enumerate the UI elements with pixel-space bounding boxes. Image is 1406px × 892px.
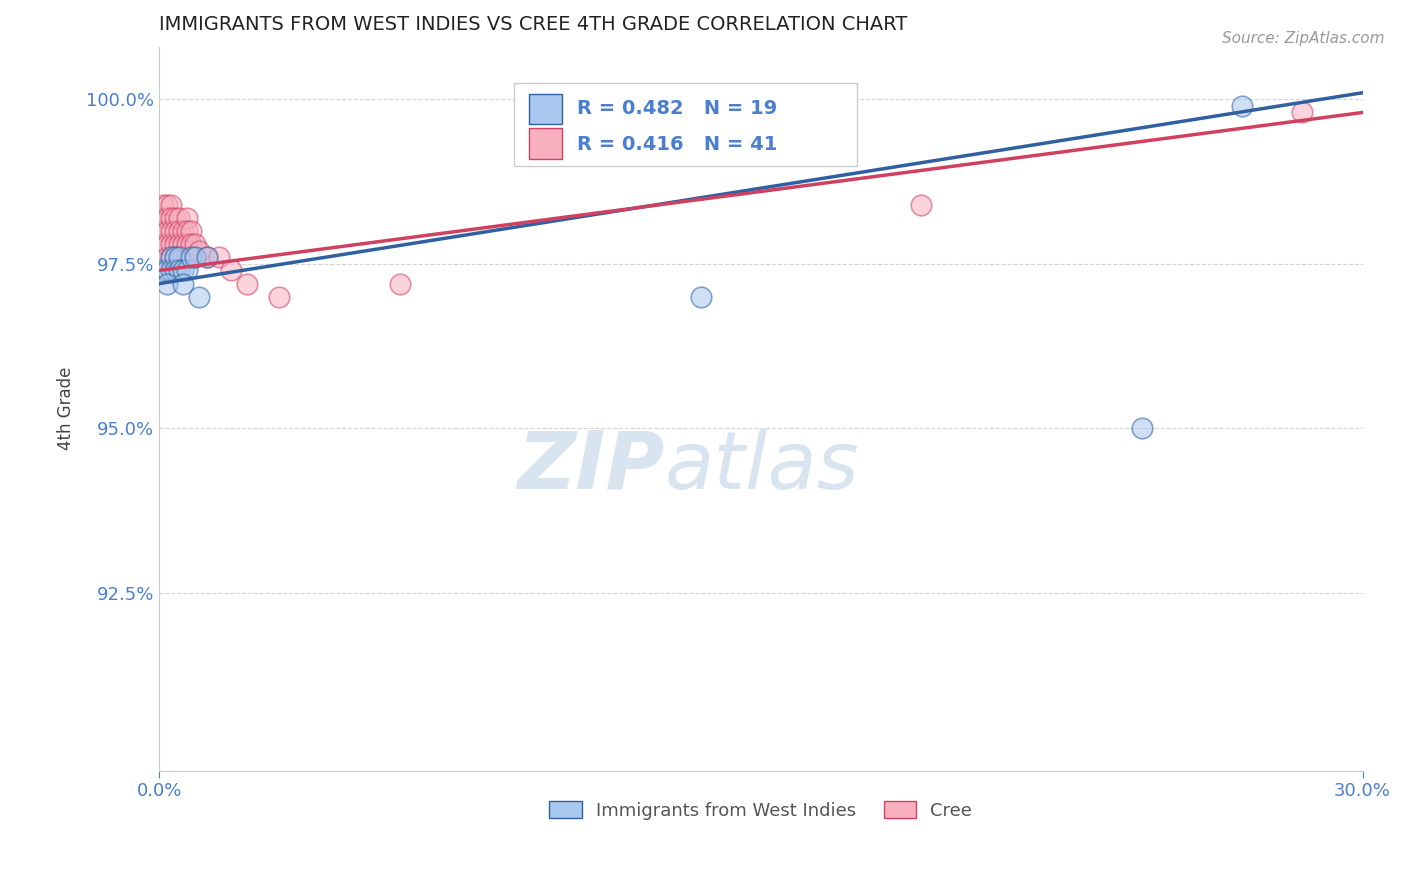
Point xyxy=(176,237,198,252)
Point xyxy=(156,250,179,264)
Text: R = 0.482   N = 19: R = 0.482 N = 19 xyxy=(576,99,778,119)
Point xyxy=(165,211,187,225)
Point xyxy=(160,224,183,238)
Point xyxy=(165,263,187,277)
Text: Source: ZipAtlas.com: Source: ZipAtlas.com xyxy=(1222,31,1385,46)
Point xyxy=(1291,105,1313,120)
FancyBboxPatch shape xyxy=(515,83,858,166)
Point xyxy=(156,224,179,238)
Point xyxy=(184,237,207,252)
Point xyxy=(160,250,183,264)
Point xyxy=(160,237,183,252)
Point xyxy=(165,250,187,264)
Point xyxy=(176,250,198,264)
Point xyxy=(165,237,187,252)
Point xyxy=(156,211,179,225)
Point xyxy=(188,244,211,258)
Point xyxy=(221,263,243,277)
Point xyxy=(160,263,183,277)
Point xyxy=(152,224,174,238)
Point xyxy=(152,197,174,211)
Point xyxy=(167,224,190,238)
Point xyxy=(195,250,218,264)
Point xyxy=(180,237,202,252)
Point xyxy=(180,250,202,264)
Point xyxy=(156,263,179,277)
Point xyxy=(172,237,194,252)
Point xyxy=(167,237,190,252)
Point xyxy=(167,263,190,277)
Point xyxy=(172,250,194,264)
Point xyxy=(176,224,198,238)
Point xyxy=(910,197,932,211)
Point xyxy=(160,197,183,211)
Bar xyxy=(529,94,562,124)
Point xyxy=(180,224,202,238)
Point xyxy=(152,237,174,252)
Point xyxy=(236,277,259,291)
Text: ZIP: ZIP xyxy=(517,427,665,506)
Point xyxy=(184,250,207,264)
Point xyxy=(172,263,194,277)
Text: IMMIGRANTS FROM WEST INDIES VS CREE 4TH GRADE CORRELATION CHART: IMMIGRANTS FROM WEST INDIES VS CREE 4TH … xyxy=(159,15,907,34)
Point xyxy=(176,263,198,277)
Bar xyxy=(529,128,562,159)
Point xyxy=(689,290,711,304)
Legend: Immigrants from West Indies, Cree: Immigrants from West Indies, Cree xyxy=(543,794,980,827)
Point xyxy=(156,237,179,252)
Point xyxy=(172,224,194,238)
Point xyxy=(152,211,174,225)
Point xyxy=(184,250,207,264)
Point xyxy=(269,290,291,304)
Text: atlas: atlas xyxy=(665,427,859,506)
Point xyxy=(172,277,194,291)
Point xyxy=(1130,421,1153,435)
Point xyxy=(152,263,174,277)
Point xyxy=(156,277,179,291)
Point xyxy=(156,197,179,211)
Point xyxy=(1232,99,1254,113)
Point xyxy=(165,224,187,238)
Point xyxy=(388,277,411,291)
Point xyxy=(160,211,183,225)
Y-axis label: 4th Grade: 4th Grade xyxy=(58,367,75,450)
Point xyxy=(188,290,211,304)
Point xyxy=(167,250,190,264)
Point xyxy=(176,211,198,225)
Point xyxy=(167,211,190,225)
Text: R = 0.416   N = 41: R = 0.416 N = 41 xyxy=(576,135,778,154)
Point xyxy=(165,250,187,264)
Point xyxy=(160,250,183,264)
Point xyxy=(208,250,231,264)
Point xyxy=(195,250,218,264)
